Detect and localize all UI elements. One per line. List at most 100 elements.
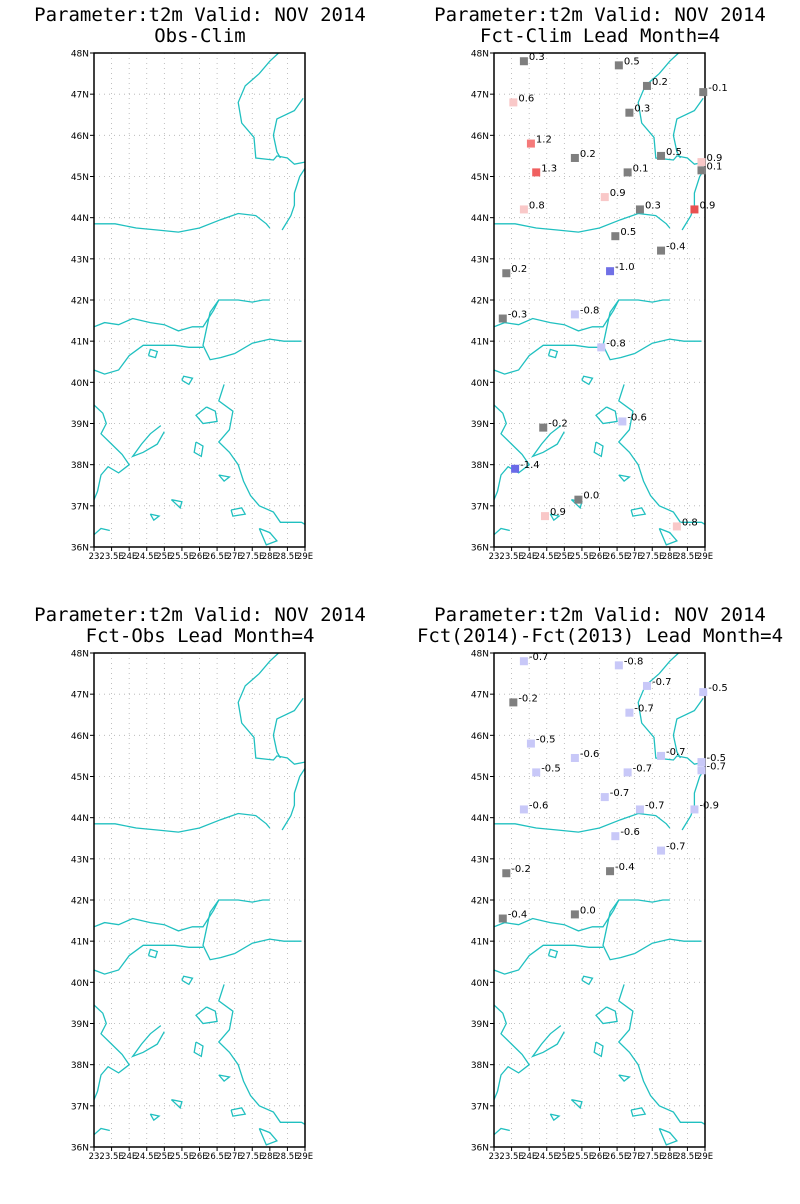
lat-tick-label: 40N [71, 379, 89, 389]
station-marker [697, 166, 706, 175]
panel-subtitle: Fct(2014)-Fct(2013) Lead Month=4 [416, 625, 784, 647]
lat-tick-label: 42N [71, 297, 89, 307]
graticule [93, 652, 306, 1148]
map-panel-obs-clim: Parameter:t2m Valid: NOV 2014 Obs-Clim 3… [0, 0, 400, 600]
lat-tick-label: 38N [71, 461, 89, 471]
lon-tick-label: 29E [297, 552, 313, 562]
lat-tick-label: 39N [471, 420, 489, 430]
station-value-label: -0.6 [529, 800, 549, 811]
lon-tick-label: 29E [297, 1152, 313, 1162]
lat-tick-label: 46N [471, 732, 489, 742]
coastline [220, 338, 302, 359]
coastline [217, 984, 305, 1125]
station-value-label: -0.2 [511, 864, 531, 875]
lat-tick-label: 41N [71, 938, 89, 948]
lon-tick-label: 23.5E [99, 1152, 123, 1162]
coastline [147, 348, 159, 359]
station-marker [509, 698, 518, 707]
lon-tick-label: 24.5E [535, 552, 559, 562]
coastline [637, 53, 705, 165]
coastline [494, 1004, 531, 1100]
coastline [494, 812, 671, 833]
station-marker [657, 246, 666, 255]
lat-tick-label: 41N [71, 338, 89, 348]
station-marker [611, 232, 620, 241]
station-marker [519, 657, 528, 666]
lat-tick-label: 45N [471, 173, 489, 183]
lat-tick-label: 38N [71, 1061, 89, 1071]
coastline [672, 97, 704, 159]
station-marker [519, 805, 528, 814]
coastline [94, 1004, 131, 1100]
station-value-label: -0.3 [508, 310, 528, 321]
coastline [630, 507, 647, 517]
coastline [149, 1113, 161, 1122]
graticule [493, 52, 706, 548]
lat-tick-label: 44N [471, 214, 489, 224]
station-value-label: -0.8 [624, 656, 644, 667]
coastline [681, 767, 705, 831]
coastline [494, 944, 603, 975]
station-value-label: -0.7 [529, 652, 549, 663]
lon-tick-label: 25E [556, 552, 572, 562]
station-value-label: -0.1 [708, 83, 728, 94]
station-value-label: -0.8 [606, 338, 626, 349]
lat-tick-label: 36N [471, 1144, 489, 1154]
lon-tick-label: 26E [591, 1152, 607, 1162]
station-value-label: 0.3 [634, 104, 650, 115]
station-marker [502, 869, 511, 878]
coastline [494, 527, 510, 536]
station-marker [600, 193, 609, 202]
coastline [237, 653, 305, 765]
station-marker [511, 464, 520, 473]
lat-tick-label: 36N [71, 1144, 89, 1154]
station-marker [690, 805, 699, 814]
station-marker [498, 314, 507, 323]
coastline [94, 1127, 110, 1136]
coastline [195, 406, 218, 425]
lat-tick-label: 41N [471, 338, 489, 348]
coastline [630, 1107, 647, 1117]
station-value-label: 0.9 [610, 188, 626, 199]
station-marker [657, 846, 666, 855]
coastline [547, 348, 559, 359]
station-marker [657, 751, 666, 760]
lon-tick-label: 24E [121, 1152, 137, 1162]
station-marker [623, 768, 632, 777]
lon-tick-label: 24E [521, 1152, 537, 1162]
lat-tick-label: 47N [71, 91, 89, 101]
coastline [581, 375, 594, 386]
map-panel-fct-obs: Parameter:t2m Valid: NOV 2014 Fct-Obs Le… [0, 600, 400, 1200]
coastline [130, 1025, 165, 1058]
coastline [581, 975, 594, 986]
station-marker [570, 153, 579, 162]
lat-tick-label: 48N [71, 50, 89, 60]
lat-tick-label: 48N [471, 650, 489, 660]
lon-tick-label: 25E [556, 1152, 572, 1162]
lat-tick-label: 47N [471, 691, 489, 701]
coastline [530, 425, 565, 458]
panel-subtitle: Fct-Clim Lead Month=4 [479, 25, 721, 47]
station-value-label: 0.9 [699, 200, 715, 211]
station-marker [618, 417, 627, 426]
station-value-label: -0.4 [508, 910, 528, 921]
coastline [658, 527, 678, 546]
lat-tick-label: 46N [71, 732, 89, 742]
coastline [618, 1074, 631, 1082]
station-value-label: -0.6 [627, 412, 647, 423]
lon-tick-label: 26.5E [205, 1152, 229, 1162]
coastline [281, 767, 305, 831]
coastline [494, 299, 670, 332]
station-value-label: -0.5 [706, 753, 726, 764]
lon-tick-label: 25E [156, 552, 172, 562]
station-marker [574, 495, 583, 504]
coastline [272, 97, 304, 159]
coastline [195, 1006, 218, 1025]
lat-tick-label: 47N [71, 691, 89, 701]
lon-tick-label: 28E [262, 552, 278, 562]
station-value-label: -0.7 [634, 704, 654, 715]
station-marker [690, 205, 699, 214]
coastlines [494, 53, 705, 546]
graticule [493, 652, 706, 1148]
coastline [94, 527, 110, 536]
